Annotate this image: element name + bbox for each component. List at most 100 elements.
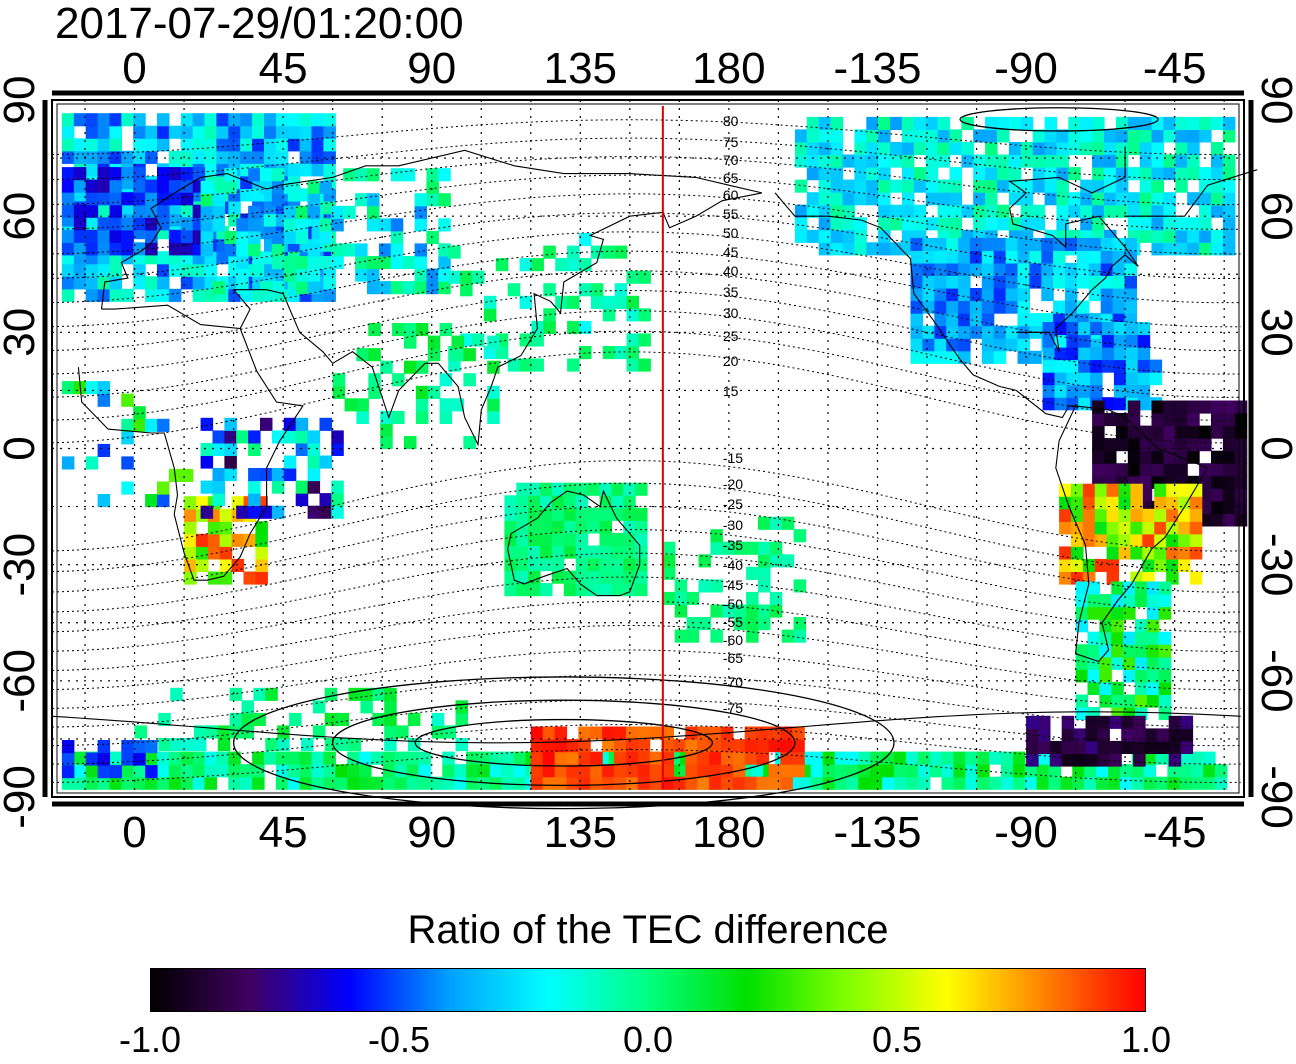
tec-cell: [1008, 116, 1022, 130]
tec-cell: [977, 764, 990, 778]
tec-cell: [566, 751, 579, 765]
lat-tick-label-left: 30: [0, 308, 44, 357]
tec-cell: [133, 740, 146, 754]
tec-cell: [1178, 558, 1191, 572]
tec-cell: [1151, 129, 1164, 143]
tec-cell: [97, 494, 111, 508]
tec-cell: [355, 268, 368, 282]
tec-cell: [1075, 644, 1089, 658]
tec-cell: [587, 482, 601, 496]
tec-cell: [793, 579, 807, 593]
tec-cell: [427, 335, 441, 349]
tec-cell: [1068, 192, 1081, 206]
tec-cell: [121, 192, 134, 206]
tec-cell: [217, 725, 231, 739]
tec-cell: [200, 442, 214, 456]
tec-cell: [1211, 450, 1224, 464]
tec-cell: [1163, 438, 1176, 452]
tec-cell: [1092, 204, 1105, 218]
tec-cell: [973, 204, 986, 218]
tec-cell: [768, 776, 781, 790]
tec-cell: [1082, 558, 1096, 572]
tec-cell: [145, 229, 158, 243]
tec-cell: [355, 256, 368, 270]
tec-cell: [384, 687, 397, 701]
mag-lat-contour: [51, 749, 1241, 784]
tec-cell: [934, 300, 947, 314]
tec-cell: [1054, 322, 1067, 336]
tec-cell: [1133, 728, 1146, 742]
tec-cell: [145, 204, 158, 218]
tec-cell: [551, 532, 565, 546]
tec-cell: [1179, 751, 1192, 765]
tec-cell: [946, 350, 959, 364]
tec-cell: [1167, 764, 1180, 778]
tec-cell: [969, 288, 983, 302]
tec-cell: [287, 776, 301, 790]
tec-cell: [275, 113, 289, 127]
lon-tick-label-top: -45: [1143, 44, 1207, 93]
tec-cell: [1139, 204, 1153, 218]
tec-cell: [697, 776, 710, 790]
tec-cell: [626, 346, 639, 360]
tec-cell: [367, 218, 380, 232]
tec-cell: [438, 218, 451, 232]
tec-cell: [1151, 413, 1164, 427]
tec-cell: [1056, 142, 1069, 156]
tec-cell: [697, 764, 710, 778]
tec-cell: [1078, 347, 1091, 361]
tec-cell: [934, 313, 947, 327]
tec-cell: [1135, 694, 1148, 708]
tec-cell: [483, 295, 497, 309]
tec-cell: [519, 258, 533, 272]
tec-cell: [780, 776, 793, 790]
tec-cell: [1178, 546, 1191, 560]
tec-cell: [953, 764, 966, 778]
tec-cell: [941, 764, 954, 778]
tec-cell: [1149, 359, 1163, 373]
tec-cell: [1090, 384, 1103, 398]
tec-cell: [830, 179, 844, 193]
tec-cell: [1087, 581, 1100, 595]
tec-cell: [158, 712, 171, 726]
tec-cell: [355, 193, 368, 207]
tec-cell: [1199, 425, 1212, 439]
tec-cell: [1029, 262, 1042, 276]
tec-map[interactable]: 0045459090135135180180-135-135-90-90-45-…: [0, 0, 1296, 900]
tec-cell: [255, 558, 268, 572]
tec-cell: [1234, 513, 1248, 527]
tec-cell: [180, 468, 194, 482]
tec-cell: [530, 739, 544, 753]
tec-cell: [937, 154, 951, 168]
tec-cell: [192, 125, 206, 139]
tec-cell: [1066, 347, 1079, 361]
tec-cell: [1151, 192, 1164, 206]
tec-cell: [1029, 313, 1042, 327]
tec-cell: [1154, 546, 1167, 560]
tec-cell: [1125, 322, 1139, 336]
tec-cell: [1113, 359, 1127, 373]
tec-cell: [1211, 192, 1224, 206]
tec-cell: [710, 529, 723, 543]
tec-cell: [228, 201, 241, 215]
colorbar-tick-label: 0.0: [622, 1019, 674, 1060]
tec-cell: [599, 507, 612, 521]
tec-cell: [602, 764, 615, 778]
tec-cell: [426, 281, 439, 295]
tec-cell: [324, 712, 338, 726]
tec-cell: [109, 765, 122, 779]
mag-pole-contour: [959, 107, 1159, 132]
tec-cell: [1109, 715, 1122, 729]
tec-cell: [818, 116, 832, 130]
tec-cell: [1121, 715, 1134, 729]
tec-cell: [1124, 237, 1137, 251]
tec-cell: [85, 456, 99, 470]
tec-cell: [842, 179, 855, 193]
tec-cell: [168, 192, 182, 206]
tec-cell: [1166, 533, 1179, 547]
tec-cell: [418, 776, 431, 790]
tec-cell: [973, 217, 986, 231]
tec-cell: [295, 480, 309, 494]
tec-cell: [384, 725, 397, 739]
tec-cell: [1080, 204, 1093, 218]
